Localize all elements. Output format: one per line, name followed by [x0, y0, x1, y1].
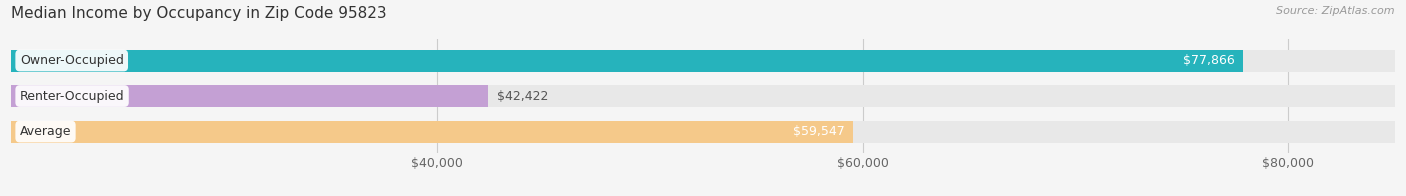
Text: Median Income by Occupancy in Zip Code 95823: Median Income by Occupancy in Zip Code 9…	[11, 6, 387, 21]
Text: Renter-Occupied: Renter-Occupied	[20, 90, 124, 103]
Text: $59,547: $59,547	[793, 125, 845, 138]
Text: $77,866: $77,866	[1182, 54, 1234, 67]
Bar	[11, 50, 1395, 72]
Text: Source: ZipAtlas.com: Source: ZipAtlas.com	[1277, 6, 1395, 16]
Bar	[11, 85, 488, 107]
Bar	[11, 85, 1395, 107]
Text: Average: Average	[20, 125, 72, 138]
Bar	[11, 50, 1243, 72]
Bar	[11, 121, 853, 142]
Bar	[11, 121, 1395, 142]
Text: Owner-Occupied: Owner-Occupied	[20, 54, 124, 67]
Text: $42,422: $42,422	[496, 90, 548, 103]
